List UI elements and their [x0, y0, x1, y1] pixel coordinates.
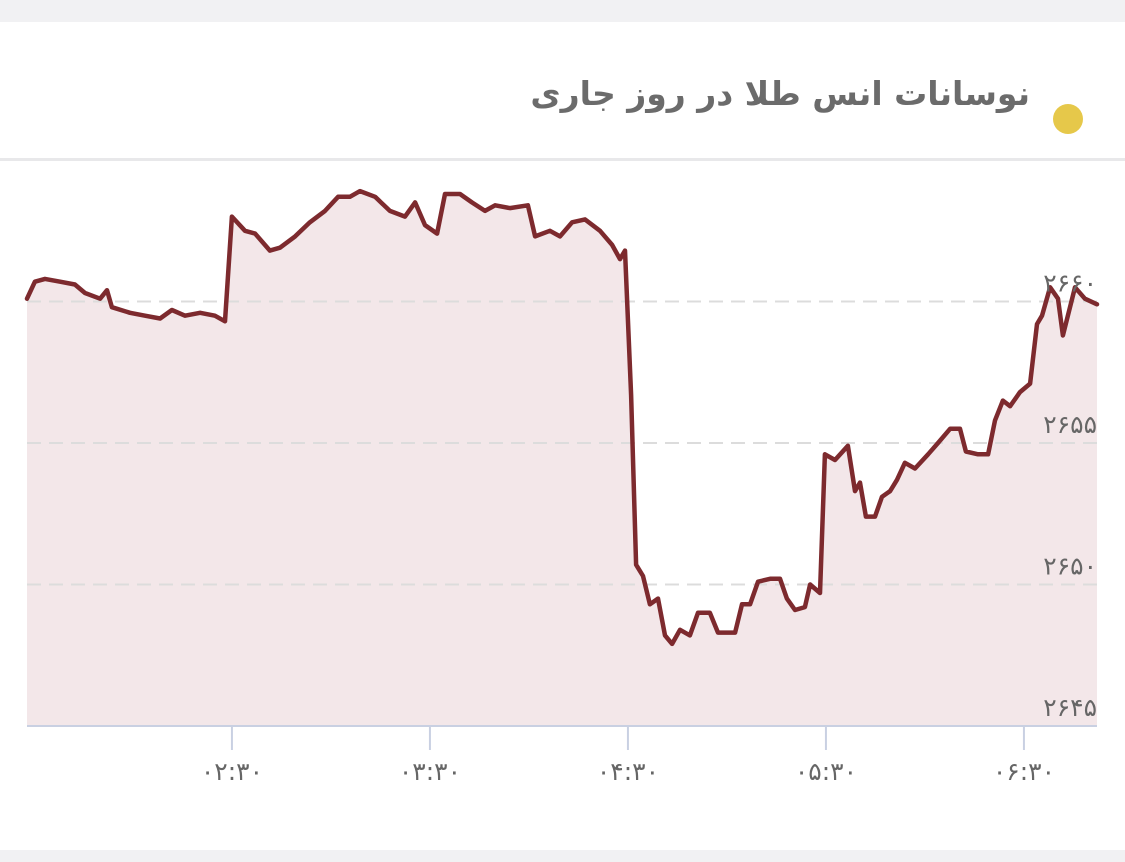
- area-fill: [27, 191, 1097, 727]
- chart-title: نوسانات انس طلا در روز جاری: [530, 74, 1030, 113]
- x-tick-label: ۰۳:۳۰: [399, 757, 461, 786]
- y-tick-label: ۲۶۴۵: [1043, 693, 1097, 722]
- x-tick-label: ۰۴:۳۰: [597, 757, 659, 786]
- y-tick-label: ۲۶۵۵: [1043, 410, 1097, 439]
- x-tick-label: ۰۵:۳۰: [795, 757, 857, 786]
- y-tick-label: ۲۶۶۰: [1043, 269, 1097, 298]
- price-line: [24, 188, 1100, 647]
- header-separator: [0, 158, 1125, 161]
- y-tick-label: ۲۶۵۰: [1043, 552, 1097, 581]
- x-tick-label: ۰۲:۳۰: [201, 757, 263, 786]
- x-tick-label: ۰۶:۳۰: [993, 757, 1055, 786]
- title-dot: [1053, 104, 1083, 134]
